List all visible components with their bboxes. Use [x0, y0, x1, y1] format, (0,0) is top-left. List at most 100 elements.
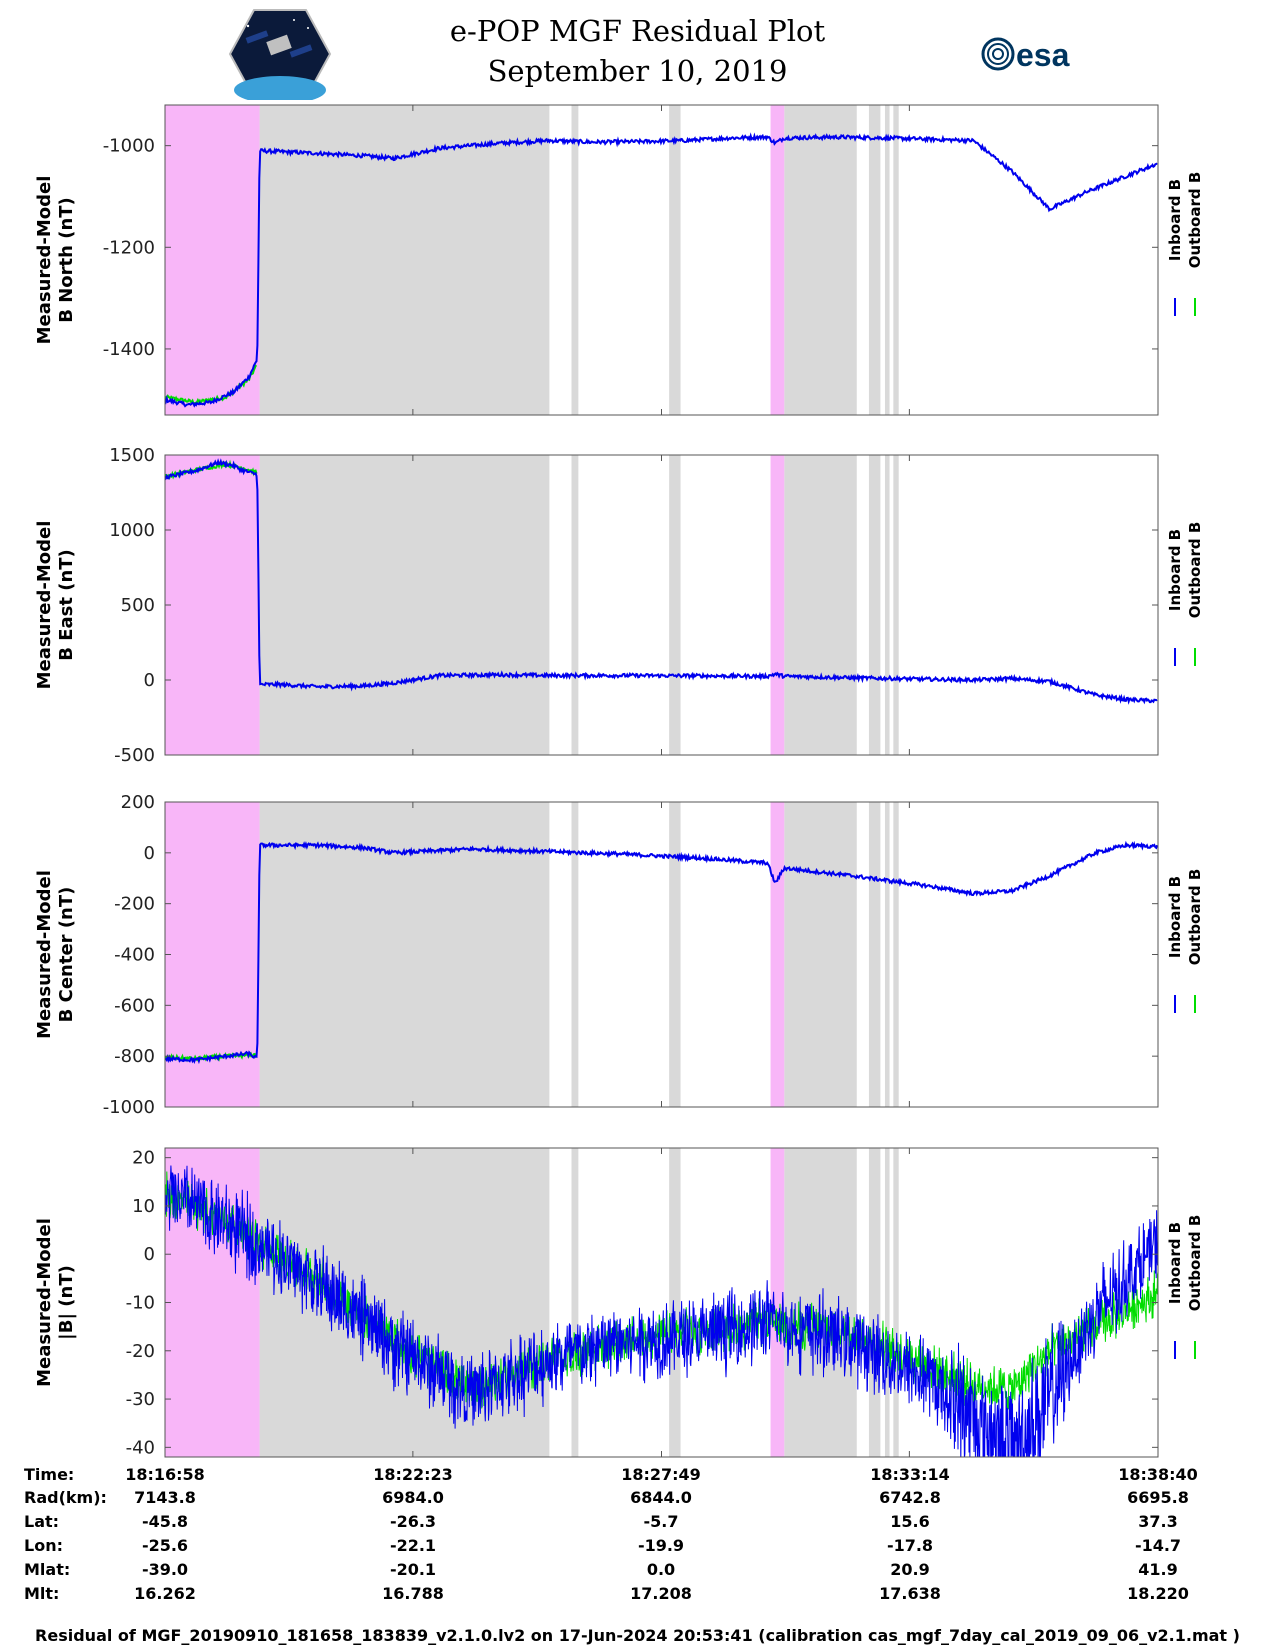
footer-cell: 6984.0 — [382, 1488, 444, 1507]
legend-outboard-label: Outboard B — [1186, 172, 1204, 269]
footer-row-label: Time: — [24, 1465, 75, 1484]
series-inboard-b-line — [165, 458, 1158, 705]
y-axis-label: Measured-Model — [34, 176, 55, 345]
pink-band — [165, 105, 260, 415]
y-axis-label: B East (nT) — [56, 549, 77, 661]
gray-band — [669, 455, 681, 755]
gray-band — [784, 455, 857, 755]
gray-band — [259, 802, 550, 1107]
gray-band — [893, 1148, 899, 1457]
footer-cell: 6742.8 — [879, 1488, 941, 1507]
pink-band — [770, 802, 785, 1107]
footer-cell: -5.7 — [643, 1512, 679, 1531]
gray-band — [259, 455, 550, 755]
footer-cell: 17.208 — [630, 1584, 692, 1603]
footer-cell: -45.8 — [141, 1512, 189, 1531]
gray-band — [669, 1148, 681, 1457]
y-tick-label: 0 — [144, 843, 155, 864]
y-tick-label: -10 — [126, 1293, 155, 1314]
footer-cell: -25.6 — [141, 1536, 189, 1555]
y-tick-label: 1500 — [109, 445, 155, 466]
footer-cell: 18:33:14 — [870, 1465, 950, 1484]
footer-cell: 18:27:49 — [621, 1465, 701, 1484]
y-tick-label: 10 — [132, 1196, 155, 1217]
series-inboard-b-line — [165, 132, 1158, 408]
y-axis-label: Measured-Model — [34, 1218, 55, 1387]
esa-logo-text: esa — [1016, 37, 1070, 73]
footer-row-label: Lon: — [24, 1536, 63, 1555]
legend-outboard-label: Outboard B — [1186, 522, 1204, 619]
gray-band — [571, 105, 579, 415]
y-tick-label: -40 — [126, 1437, 155, 1458]
footer-cell: -20.1 — [389, 1560, 437, 1579]
gray-band — [784, 1148, 857, 1457]
y-tick-label: 20 — [132, 1148, 155, 1169]
y-tick-label: -1200 — [103, 237, 155, 258]
y-tick-label: -600 — [114, 995, 155, 1016]
plot-title: e-POP MGF Residual Plot — [449, 14, 826, 48]
gray-band — [571, 455, 579, 755]
y-axis-label: B Center (nT) — [56, 887, 77, 1023]
gray-band — [884, 1148, 890, 1457]
y-axis-label: Measured-Model — [34, 521, 55, 690]
gray-band — [868, 455, 881, 755]
y-tick-label: -20 — [126, 1341, 155, 1362]
gray-band — [893, 455, 899, 755]
panel-1: -1000 -1200 -1400 Measured-Model B North (nT… — [34, 104, 1204, 416]
footer-cell: -39.0 — [141, 1560, 189, 1579]
footer-cell: 6844.0 — [630, 1488, 692, 1507]
footer-cell: 7143.8 — [134, 1488, 196, 1507]
y-tick-label: -800 — [114, 1046, 155, 1067]
y-tick-label: -1000 — [103, 136, 155, 157]
gray-band — [868, 802, 881, 1107]
panel-4: 20 10 0 -10 -20 -30 -40 Measured-Model |B| (nT) I… — [34, 1147, 1204, 1458]
y-tick-label: 1000 — [109, 520, 155, 541]
panel-3: 200 0 -200 -400 -600 -800 -1000 Measured-Model B… — [34, 792, 1204, 1118]
gray-band — [784, 105, 857, 415]
footer-cell: 15.6 — [890, 1512, 930, 1531]
footer-cell: -14.7 — [1134, 1536, 1182, 1555]
footer-cell: 16.262 — [134, 1584, 196, 1603]
gray-band — [893, 802, 899, 1107]
gray-band — [868, 1148, 881, 1457]
y-axis-label: Measured-Model — [34, 870, 55, 1039]
legend-inboard-label: Inboard B — [1166, 1222, 1184, 1304]
footer-cell: 18:38:40 — [1118, 1465, 1198, 1484]
gray-band — [669, 105, 681, 415]
gray-band — [893, 105, 899, 415]
footer-row-label: Mlt: — [24, 1584, 60, 1603]
gray-band — [784, 802, 857, 1107]
footer-row-label: Mlat: — [24, 1560, 71, 1579]
panel-2: 1500 1000 500 0 -500 Measured-Model B East (nT… — [34, 445, 1204, 766]
gray-band — [868, 105, 881, 415]
gray-band — [884, 105, 890, 415]
y-tick-label: -1000 — [103, 1097, 155, 1118]
footer-cell: -19.9 — [637, 1536, 685, 1555]
y-tick-label: 500 — [121, 595, 155, 616]
footer-cell: -22.1 — [389, 1536, 437, 1555]
footer-cell: 6695.8 — [1127, 1488, 1189, 1507]
y-tick-label: 0 — [144, 1244, 155, 1265]
pink-band — [770, 105, 785, 415]
footer-row-label: Rad(km): — [24, 1488, 107, 1507]
gray-band — [259, 1148, 550, 1457]
legend-inboard-label: Inboard B — [1166, 876, 1184, 958]
footer-note: Residual of MGF_20190910_181658_183839_v… — [35, 1626, 1240, 1645]
legend-inboard-label: Inboard B — [1166, 179, 1184, 261]
legend-inboard-label: Inboard B — [1166, 529, 1184, 611]
plot-date: September 10, 2019 — [487, 54, 788, 88]
footer-cell: 20.9 — [890, 1560, 930, 1579]
y-tick-label: -500 — [114, 745, 155, 766]
series-inboard-b-line — [165, 1165, 1158, 1457]
footer-cell: 41.9 — [1138, 1560, 1178, 1579]
y-tick-label: -30 — [126, 1389, 155, 1410]
pink-band — [770, 455, 785, 755]
y-tick-label: 200 — [121, 792, 155, 813]
series-inboard-b-line — [165, 840, 1158, 1065]
footer-cell: 37.3 — [1138, 1512, 1178, 1531]
pink-band — [770, 1148, 785, 1457]
y-tick-label: 0 — [144, 670, 155, 691]
y-tick-label: -200 — [114, 894, 155, 915]
footer-cell: 17.638 — [879, 1584, 941, 1603]
